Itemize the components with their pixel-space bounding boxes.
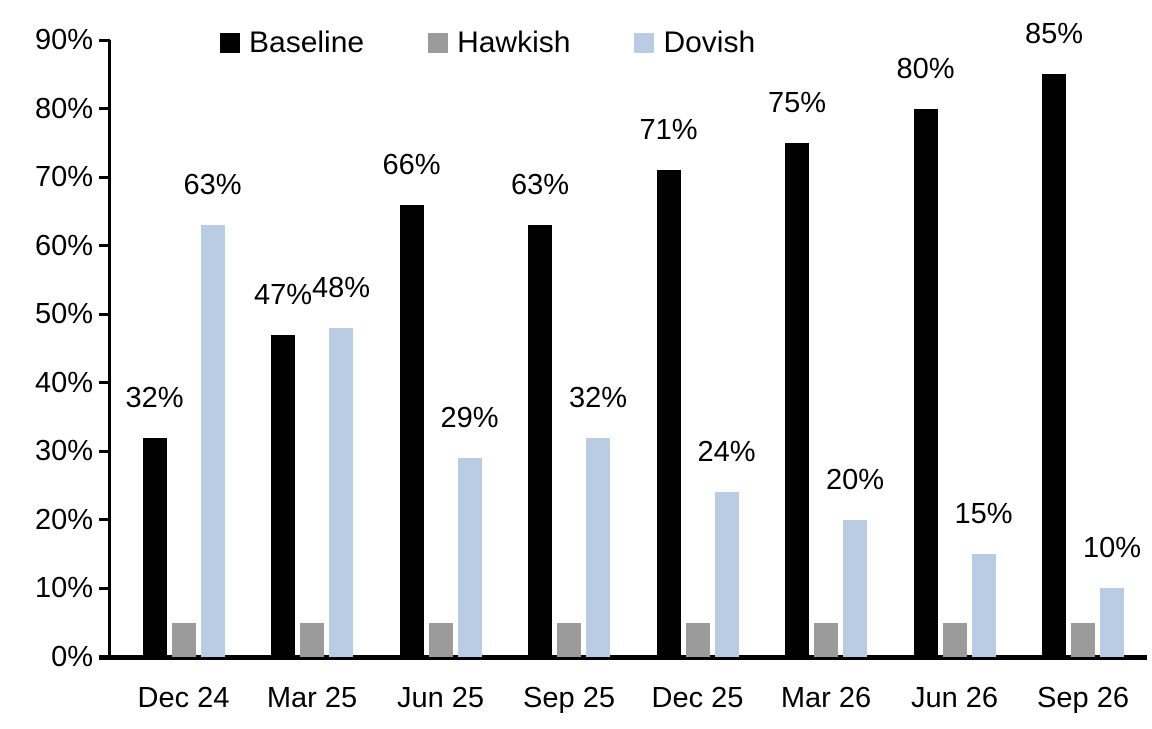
bar-dovish-dec-25 [714,492,739,657]
legend: Baseline Hawkish Dovish [220,28,755,58]
bar-dovish-mar-25 [329,327,353,657]
y-tick-label-20: 20% [34,503,93,536]
y-tick-80 [99,107,110,111]
legend-label-hawkish: Hawkish [457,26,571,59]
bar-baseline-jun-25 [399,204,424,657]
bar-hawkish-mar-25 [300,622,324,657]
y-tick-30 [99,449,110,453]
y-tick-label-80: 80% [34,92,93,125]
bar-label-dovish-dec-24: 63% [183,169,242,202]
bar-label-dovish-mar-26: 20% [825,463,885,496]
y-tick-70 [99,175,110,179]
bar-dovish-mar-26 [843,519,867,657]
y-tick-10 [99,586,110,590]
y-tick-label-90: 90% [34,24,93,56]
bar-baseline-dec-24 [142,437,167,657]
y-tick-60 [99,244,110,248]
bar-label-baseline-jun-26: 80% [896,52,955,85]
bar-label-dovish-sep-26: 10% [1082,532,1142,565]
x-category-label-mar-26: Mar 26 [780,682,872,714]
bar-baseline-sep-25 [528,225,552,657]
legend-swatch-baseline [220,33,240,53]
bar-label-baseline-mar-25: 47% [253,278,313,311]
bar-dovish-jun-25 [457,458,482,657]
bar-label-baseline-dec-25: 71% [639,114,698,147]
bar-baseline-sep-26 [1042,74,1066,657]
legend-label-baseline: Baseline [249,26,365,59]
bar-hawkish-jun-26 [942,622,967,657]
y-tick-90 [99,38,110,42]
y-tick-label-50: 50% [34,298,93,331]
y-tick-label-40: 40% [34,366,93,399]
y-axis-line [108,40,111,657]
bar-hawkish-mar-26 [814,622,838,657]
legend-item-hawkish: Hawkish [428,28,570,58]
x-category-label-sep-25: Sep 25 [523,682,615,714]
x-category-label-jun-25: Jun 25 [396,682,485,714]
legend-label-dovish: Dovish [663,26,756,59]
y-tick-label-70: 70% [34,161,93,194]
bar-label-dovish-jun-25: 29% [440,402,499,435]
bar-label-baseline-mar-26: 75% [767,86,827,119]
legend-swatch-hawkish [428,33,449,53]
bar-dovish-sep-26 [1100,588,1124,657]
bar-label-baseline-sep-25: 63% [510,169,570,202]
x-category-label-mar-25: Mar 25 [266,682,358,714]
bar-dovish-dec-24 [200,225,225,657]
bar-label-dovish-sep-25: 32% [568,381,628,414]
legend-item-baseline: Baseline [220,28,364,58]
y-tick-0 [99,655,110,659]
bar-label-dovish-mar-25: 48% [311,271,371,304]
x-category-label-sep-26: Sep 26 [1037,682,1129,714]
bar-baseline-dec-25 [656,170,681,657]
y-tick-label-60: 60% [34,229,93,262]
x-category-label-jun-26: Jun 26 [910,682,999,714]
bar-label-dovish-jun-26: 15% [954,498,1013,531]
bar-hawkish-dec-24 [171,622,196,657]
bar-hawkish-sep-26 [1071,622,1095,657]
bar-label-dovish-dec-25: 24% [697,436,756,469]
bar-dovish-sep-25 [586,437,610,657]
bar-label-baseline-jun-25: 66% [382,148,441,181]
x-category-label-dec-24: Dec 24 [137,682,230,714]
legend-swatch-dovish [634,33,655,53]
y-tick-40 [99,381,110,385]
x-category-label-dec-25: Dec 25 [651,682,744,714]
bar-hawkish-jun-25 [428,622,453,657]
legend-item-dovish: Dovish [634,28,755,58]
y-tick-50 [99,312,110,316]
y-tick-20 [99,518,110,522]
y-tick-label-0: 0% [51,641,93,673]
bar-baseline-mar-26 [785,142,809,657]
bar-baseline-jun-26 [913,108,938,657]
bar-label-baseline-sep-26: 85% [1024,18,1084,51]
bar-hawkish-sep-25 [557,622,581,657]
bar-baseline-mar-25 [271,334,295,657]
bar-hawkish-dec-25 [685,622,710,657]
y-tick-label-30: 30% [34,435,93,468]
bar-dovish-jun-26 [971,554,996,657]
y-tick-label-10: 10% [34,572,93,605]
x-axis-line [99,655,1147,660]
bar-label-baseline-dec-24: 32% [125,381,184,414]
